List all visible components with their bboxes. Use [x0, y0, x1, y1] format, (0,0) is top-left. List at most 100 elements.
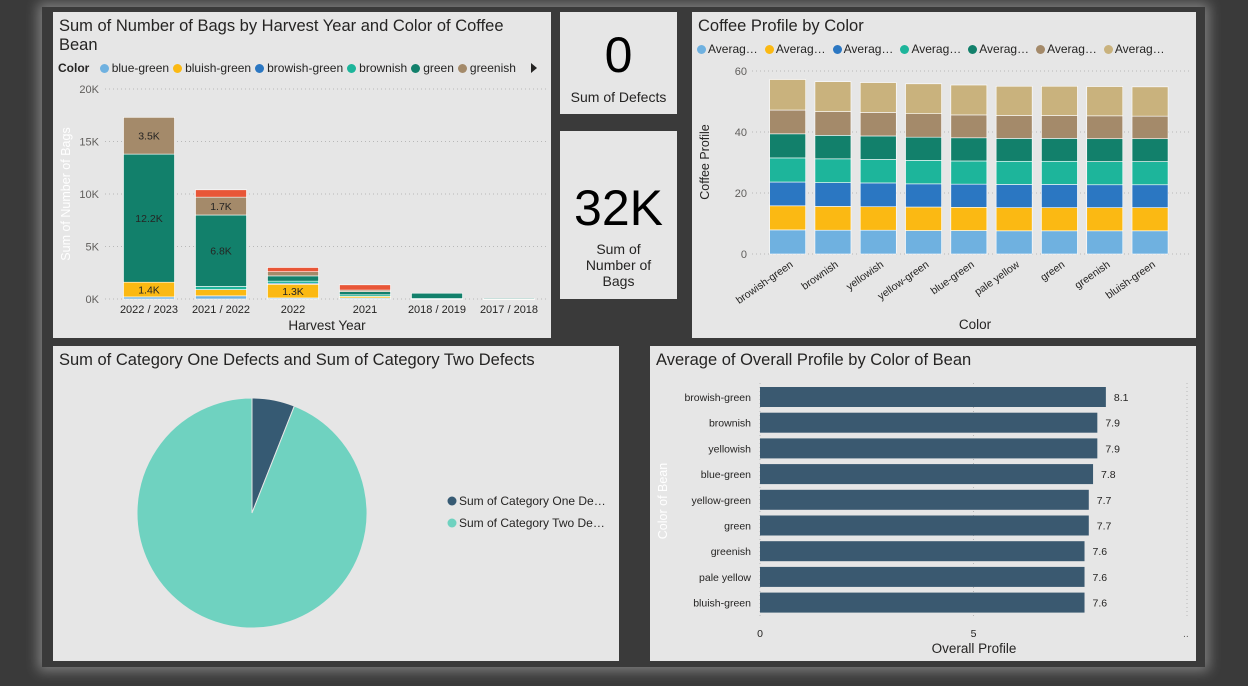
- legend-item-average-3[interactable]: Averag…: [832, 42, 893, 56]
- bar-segment-average-2[interactable]: [1041, 207, 1078, 232]
- bar-segment-average-4[interactable]: [1131, 161, 1169, 186]
- bar-segment-average-3[interactable]: [859, 182, 897, 208]
- bar-segment-average-6[interactable]: [995, 115, 1033, 139]
- bar-segment-average-2[interactable]: [950, 207, 988, 231]
- bar-segment-average-7[interactable]: [1086, 86, 1124, 117]
- bar-segment-average-3[interactable]: [769, 181, 806, 207]
- bar-segment-average-5[interactable]: [905, 136, 942, 161]
- pie-legend-label[interactable]: Sum of Category One De…: [459, 494, 606, 508]
- legend-item-greenish[interactable]: greenish: [457, 61, 516, 75]
- bar-segment-green[interactable]: [195, 214, 247, 287]
- bar-yellowish[interactable]: [760, 438, 1098, 459]
- overall-profile-chart-panel[interactable]: Average of Overall Profile by Color of B…: [650, 346, 1196, 661]
- bar-segment-average-4[interactable]: [950, 160, 988, 185]
- bar-segment-brownish[interactable]: [195, 286, 247, 290]
- bar-blue-green[interactable]: [760, 464, 1094, 485]
- bar-segment-average-4[interactable]: [769, 157, 806, 183]
- bar-pale yellow[interactable]: [760, 566, 1085, 587]
- bar-segment-bluish-green[interactable]: [195, 289, 247, 297]
- bar-segment-green[interactable]: [123, 153, 175, 283]
- bar-segment-average-4[interactable]: [995, 160, 1033, 185]
- legend-item-blue-green[interactable]: blue-green: [99, 61, 169, 75]
- coffee-profile-chart-panel[interactable]: Coffee Profile by Color Averag… Averag… Av…: [692, 12, 1196, 338]
- bar-segment-other[interactable]: [267, 267, 319, 272]
- bar-segment-green[interactable]: [339, 291, 391, 296]
- bar-segment-average-2[interactable]: [995, 207, 1033, 232]
- bar-segment-average-4[interactable]: [905, 160, 942, 185]
- bar-segment-green[interactable]: [267, 275, 319, 282]
- sum-of-bags-card[interactable]: 32K Sum of Number of Bags: [560, 131, 677, 299]
- bar-segment-average-1[interactable]: [859, 229, 897, 255]
- bar-segment-average-6[interactable]: [814, 111, 852, 136]
- pie-slice-category-two[interactable]: [136, 397, 368, 629]
- bar-segment-average-5[interactable]: [814, 135, 852, 160]
- bar-segment-average-2[interactable]: [814, 206, 852, 231]
- legend-item-browish-green[interactable]: browish-green: [255, 61, 343, 75]
- bar-segment-average-1[interactable]: [1131, 230, 1169, 255]
- bar-segment-average-6[interactable]: [1131, 115, 1169, 140]
- bar-greenish[interactable]: [760, 541, 1085, 562]
- bar-segment-average-6[interactable]: [1086, 115, 1124, 140]
- bar-bluish-green[interactable]: [760, 592, 1085, 613]
- legend-item-brownish[interactable]: brownish: [347, 61, 407, 75]
- defects-pie-chart-panel[interactable]: Sum of Category One Defects and Sum of C…: [53, 346, 619, 661]
- bar-segment-average-7[interactable]: [769, 79, 806, 111]
- bar-segment-average-6[interactable]: [905, 113, 942, 138]
- pie-legend-label[interactable]: Sum of Category Two De…: [459, 516, 605, 530]
- bar-segment-average-6[interactable]: [859, 112, 897, 137]
- legend-item-average-2[interactable]: Averag…: [764, 42, 826, 56]
- bar-segment-average-2[interactable]: [769, 205, 806, 231]
- bar-segment-average-4[interactable]: [1086, 161, 1124, 186]
- legend-item-average-4[interactable]: Averag…: [900, 42, 961, 56]
- bar-segment-other[interactable]: [339, 284, 391, 291]
- bar-segment-average-1[interactable]: [905, 230, 942, 255]
- legend-item-average-7[interactable]: Averag…: [1103, 42, 1165, 56]
- bar-segment-average-1[interactable]: [814, 229, 852, 255]
- profile-chart-legend[interactable]: Averag… Averag… Averag… Averag… Averag… Avera…: [697, 42, 1165, 56]
- bar-segment-average-7[interactable]: [1041, 85, 1078, 116]
- bar-segment-brownish[interactable]: [267, 280, 319, 284]
- bar-segment-average-4[interactable]: [814, 158, 852, 183]
- bar-segment-average-3[interactable]: [1086, 184, 1124, 208]
- bags-chart-legend[interactable]: Color blue-green bluish-green browish-gree…: [58, 61, 516, 75]
- bar-segment-other[interactable]: [195, 189, 247, 198]
- legend-item-average-1[interactable]: Averag…: [697, 42, 758, 56]
- bar-segment-average-6[interactable]: [769, 109, 806, 135]
- bar-segment-greenish[interactable]: [123, 117, 175, 155]
- bar-segment-average-2[interactable]: [905, 206, 942, 231]
- bar-segment-green[interactable]: [483, 298, 535, 300]
- bar-segment-average-3[interactable]: [1131, 184, 1169, 208]
- bar-segment-average-1[interactable]: [995, 230, 1033, 255]
- bar-segment-average-1[interactable]: [950, 230, 988, 255]
- bar-segment-average-1[interactable]: [1086, 230, 1124, 255]
- legend-item-average-6[interactable]: Averag…: [1036, 42, 1097, 56]
- bar-segment-green[interactable]: [411, 292, 463, 299]
- bar-segment-average-1[interactable]: [1041, 230, 1078, 255]
- bar-green[interactable]: [760, 515, 1089, 536]
- bar-segment-average-2[interactable]: [1086, 207, 1124, 232]
- bar-segment-average-7[interactable]: [814, 81, 852, 112]
- bar-segment-average-6[interactable]: [950, 114, 988, 139]
- bar-segment-average-7[interactable]: [1131, 86, 1169, 117]
- bar-segment-average-5[interactable]: [859, 135, 897, 160]
- bar-segment-average-4[interactable]: [1041, 160, 1078, 185]
- bar-segment-blue-green[interactable]: [123, 296, 175, 300]
- bags-by-year-chart-panel[interactable]: Sum of Number of Bags by Harvest Year an…: [53, 12, 551, 338]
- bar-segment-average-7[interactable]: [859, 82, 897, 113]
- bar-segment-average-7[interactable]: [950, 84, 988, 116]
- bar-segment-blue-green[interactable]: [195, 295, 247, 300]
- bar-segment-average-3[interactable]: [1041, 184, 1078, 208]
- bar-segment-average-5[interactable]: [950, 137, 988, 162]
- bar-segment-average-2[interactable]: [859, 206, 897, 231]
- chevron-right-icon[interactable]: [529, 62, 539, 74]
- bar-segment-average-7[interactable]: [995, 85, 1033, 116]
- bar-segment-average-3[interactable]: [814, 182, 852, 207]
- bar-segment-average-4[interactable]: [859, 159, 897, 184]
- bar-segment-average-2[interactable]: [1131, 207, 1169, 232]
- bar-browish-green[interactable]: [760, 387, 1106, 407]
- legend-item-green[interactable]: green: [411, 61, 454, 75]
- bar-segment-average-6[interactable]: [1041, 115, 1078, 139]
- bar-segment-greenish[interactable]: [267, 271, 319, 277]
- legend-item-bluish-green[interactable]: bluish-green: [173, 61, 251, 75]
- bar-segment-average-3[interactable]: [995, 184, 1033, 208]
